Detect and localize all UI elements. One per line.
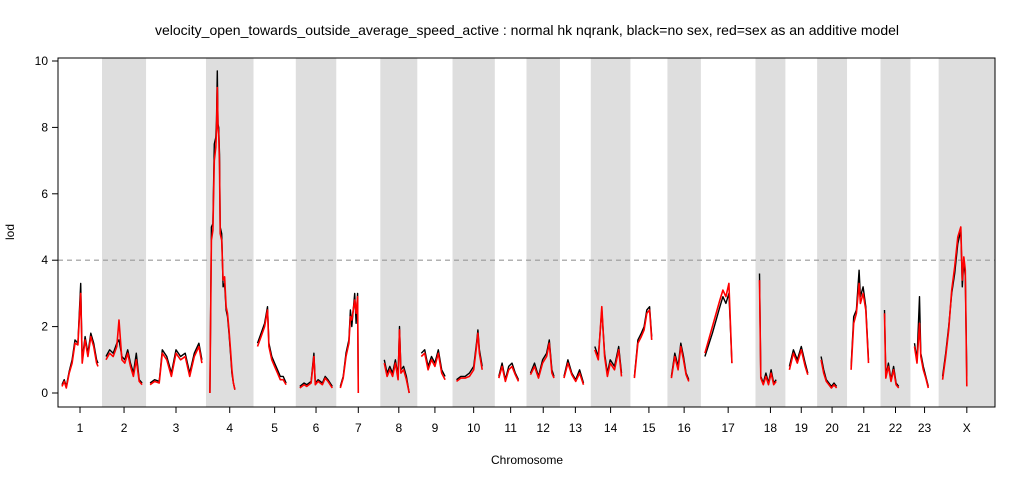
series-sex-additive-chr-12 xyxy=(529,342,555,379)
x-tick-label: 12 xyxy=(537,421,551,435)
y-tick-label: 8 xyxy=(41,120,48,134)
y-tick-label: 0 xyxy=(41,386,48,400)
series-sex-additive-chr-16 xyxy=(670,345,690,382)
x-tick-label: 23 xyxy=(918,421,932,435)
series-sex-additive-chr-15 xyxy=(633,309,653,379)
series-sex-additive-chr-X xyxy=(941,226,968,387)
series-sex-additive-chr-22 xyxy=(883,313,900,389)
series-sex-additive-chr-11 xyxy=(498,365,520,383)
series-sex-additive-chr-5 xyxy=(256,309,287,386)
x-tick-label: 13 xyxy=(569,421,583,435)
chromosome-band-10 xyxy=(452,58,495,407)
series-no-sex-chr-2 xyxy=(105,339,143,384)
series-sex-additive-chr-23 xyxy=(913,322,930,389)
x-tick-label: 6 xyxy=(313,421,320,435)
chromosome-bands xyxy=(102,58,995,407)
x-tick-label: 8 xyxy=(395,421,402,435)
x-tick-label: 7 xyxy=(355,421,362,435)
series-sex-additive-chr-19 xyxy=(788,348,809,375)
chromosome-band-20 xyxy=(817,58,848,407)
chromosome-band-14 xyxy=(590,58,631,407)
x-tick-label: 21 xyxy=(857,421,871,435)
series-sex-additive-chr-7 xyxy=(339,295,360,394)
x-tick-label: 18 xyxy=(764,421,778,435)
y-tick-label: 4 xyxy=(41,253,48,267)
x-tick-label: 16 xyxy=(677,421,691,435)
x-tick-label: 5 xyxy=(271,421,278,435)
x-tick-label: 20 xyxy=(825,421,839,435)
x-tick-label: 9 xyxy=(432,421,439,435)
series-sex-additive-chr-18 xyxy=(758,280,777,386)
x-tick-label: 22 xyxy=(889,421,903,435)
x-axis: 1 2 3 4 5 6 7 8 9 10 11 12 13 14 15 16 17 18 19 20 21 22 23 X xyxy=(77,406,971,435)
x-axis-label: Chromosome xyxy=(491,453,563,467)
y-axis-label: lod xyxy=(3,224,17,240)
series-sex-additive-chr-14 xyxy=(594,305,623,378)
x-tick-label: 11 xyxy=(504,421,517,435)
series-sex-additive-chr-3 xyxy=(149,345,203,386)
series-sex-additive-chr-13 xyxy=(563,362,585,385)
chromosome-band-6 xyxy=(295,58,337,407)
x-tick-label: 3 xyxy=(173,421,180,435)
series-no-sex-chr-13 xyxy=(563,359,585,384)
series-sex-additive-chr-21 xyxy=(850,282,870,370)
series-sex-additive-chr-10 xyxy=(456,332,483,383)
series-no-sex-chr-23 xyxy=(913,296,929,387)
x-tick-label: 2 xyxy=(121,421,128,435)
series-sex-additive-chr-9 xyxy=(420,352,446,381)
series-no-sex-chr-5 xyxy=(256,306,287,384)
x-tick-label: 10 xyxy=(467,421,481,435)
y-axis: 0 2 4 6 8 10 xyxy=(35,54,59,400)
series-layer xyxy=(61,70,968,394)
series-sex-additive-chr-1 xyxy=(61,292,99,389)
series-sex-additive-chr-2 xyxy=(105,319,143,386)
series-sex-additive-chr-6 xyxy=(299,355,333,389)
series-sex-additive-chr-8 xyxy=(383,329,410,394)
y-tick-label: 2 xyxy=(41,320,48,334)
y-tick-label: 6 xyxy=(41,187,48,201)
chromosome-band-2 xyxy=(102,58,147,407)
x-tick-label: X xyxy=(963,421,971,435)
x-tick-label: 19 xyxy=(795,421,809,435)
series-sex-additive-chr-4 xyxy=(209,86,236,394)
x-tick-label: 4 xyxy=(226,421,233,435)
chromosome-band-16 xyxy=(667,58,701,407)
chart-title: velocity_open_towards_outside_average_sp… xyxy=(155,22,899,38)
series-no-sex-chr-3 xyxy=(149,342,203,384)
series-no-sex-chr-15 xyxy=(633,306,653,377)
series-sex-additive-chr-20 xyxy=(820,359,838,389)
series-sex-additive-chr-17 xyxy=(704,282,733,364)
x-tick-label: 17 xyxy=(721,421,735,435)
chromosome-band-12 xyxy=(526,58,560,407)
x-tick-label: 14 xyxy=(604,421,618,435)
y-tick-label: 10 xyxy=(35,54,49,68)
x-tick-label: 1 xyxy=(77,421,84,435)
x-tick-label: 15 xyxy=(642,421,656,435)
